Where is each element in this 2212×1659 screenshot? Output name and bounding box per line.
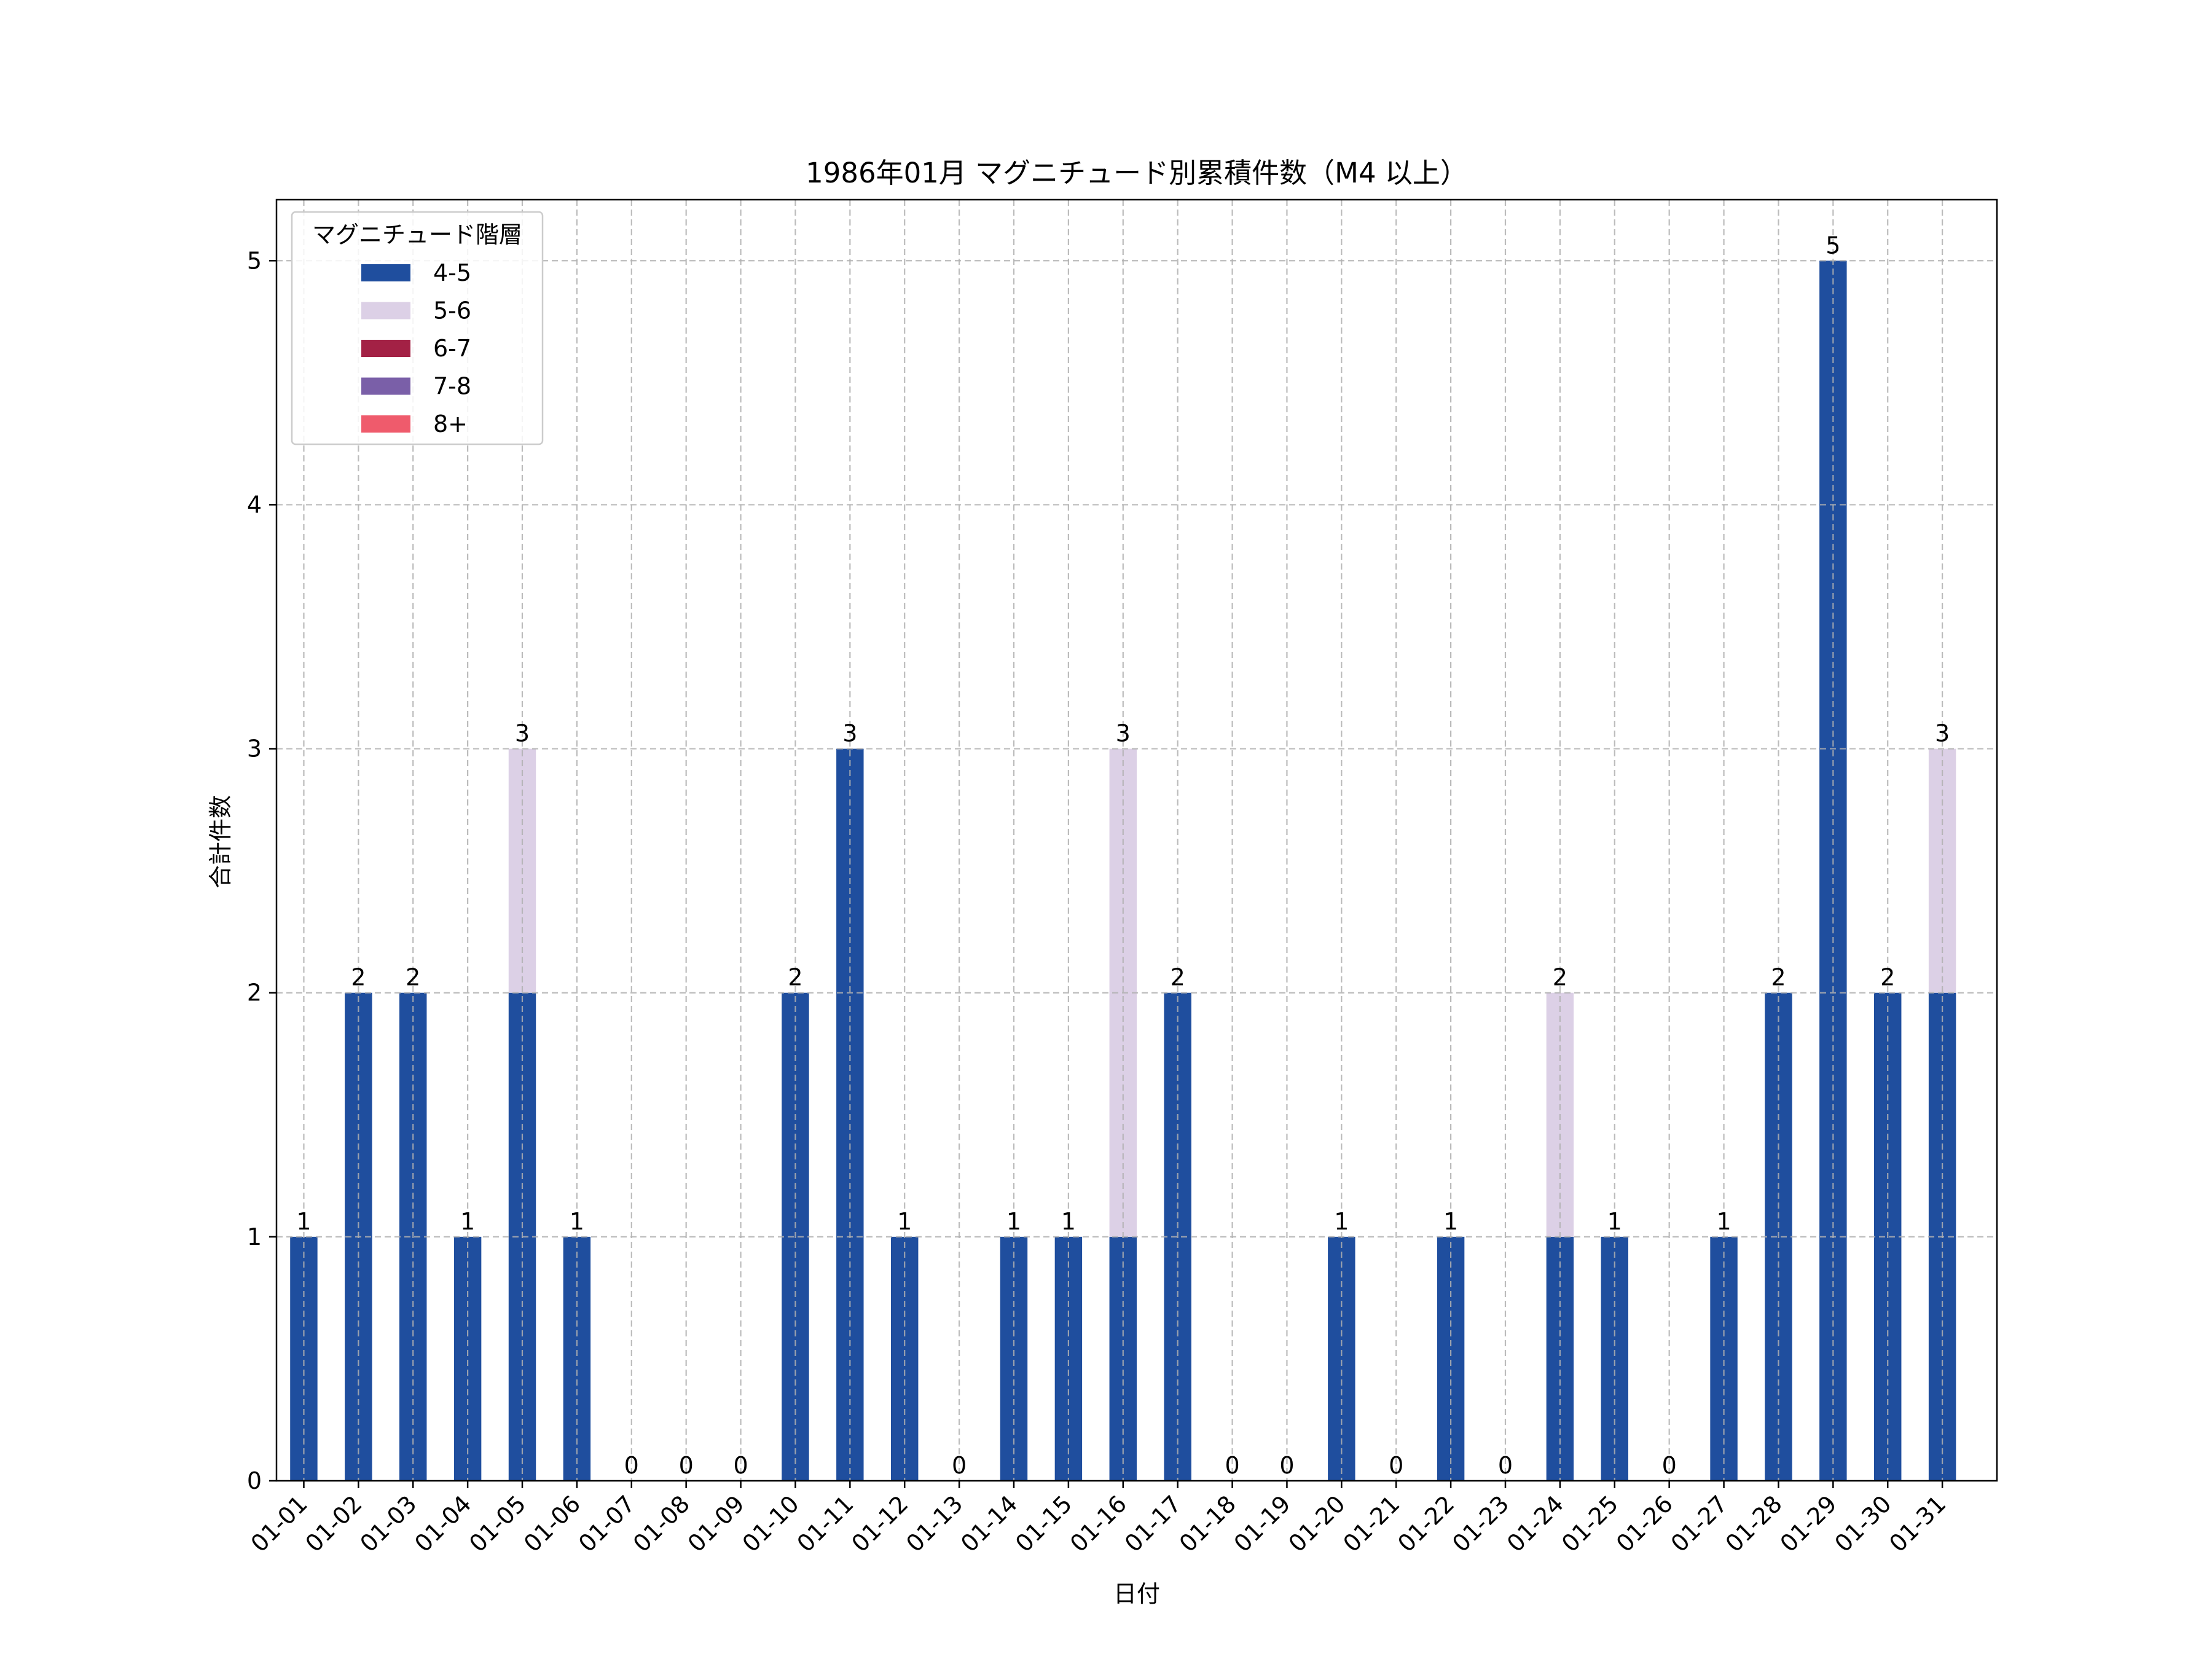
- bar-total-label: 1: [460, 1208, 475, 1235]
- axes-frame: [275, 198, 1998, 1482]
- bar-total-label: 1: [296, 1208, 311, 1235]
- bar-total-label: 0: [733, 1452, 748, 1479]
- bar-total-label: 2: [1771, 964, 1786, 991]
- y-tick-label: 2: [247, 979, 262, 1006]
- bar-total-label: 5: [1826, 232, 1840, 259]
- bar-total-label: 0: [1389, 1452, 1403, 1479]
- legend-label-8+: 8+: [433, 410, 468, 437]
- legend-label-5-6: 5-6: [433, 297, 471, 324]
- legend-box: [291, 211, 544, 445]
- bar-total-label: 3: [515, 720, 530, 747]
- legend-swatch-8+: [361, 415, 410, 433]
- bar-total-label: 0: [1498, 1452, 1513, 1479]
- bar-total-label: 3: [842, 720, 857, 747]
- bar-total-label: 0: [679, 1452, 694, 1479]
- bar-total-label: 1: [1334, 1208, 1349, 1235]
- legend-swatch-5-6: [361, 302, 410, 320]
- bar-total-label: 2: [1880, 964, 1895, 991]
- y-axis-label: 合計件数: [207, 795, 234, 888]
- legend-swatch-7-8: [361, 377, 410, 395]
- legend-title: マグニチュード階層: [312, 221, 522, 248]
- legend-swatch-4-5: [361, 264, 410, 281]
- y-tick-label: 1: [247, 1223, 262, 1250]
- y-tick-label: 5: [247, 247, 262, 274]
- y-tick-label: 3: [247, 735, 262, 763]
- bar-total-label: 1: [1607, 1208, 1622, 1235]
- legend-label-4-5: 4-5: [433, 259, 471, 286]
- bar-total-label: 3: [1935, 720, 1950, 747]
- legend-swatch-6-7: [361, 340, 410, 357]
- y-tick-label: 4: [247, 491, 262, 518]
- bar-total-label: 2: [788, 964, 802, 991]
- chart-title: 1986年01月 マグニチュード別累積件数（M4 以上）: [806, 157, 1468, 189]
- bar-total-label: 2: [1171, 964, 1185, 991]
- y-tick-label: 0: [247, 1467, 262, 1494]
- bar-total-label: 1: [570, 1208, 584, 1235]
- bar-total-label: 0: [624, 1452, 639, 1479]
- bar-total-label: 0: [1662, 1452, 1677, 1479]
- bar-total-label: 1: [1443, 1208, 1458, 1235]
- bar-total-label: 0: [952, 1452, 967, 1479]
- bar-total-label: 1: [897, 1208, 912, 1235]
- legend-label-6-7: 6-7: [433, 335, 471, 362]
- x-axis-label: 日付: [1113, 1580, 1160, 1607]
- bar-total-label: 2: [351, 964, 366, 991]
- bar-total-label: 0: [1279, 1452, 1294, 1479]
- bar-total-label: 2: [1553, 964, 1567, 991]
- bar-total-label: 1: [1716, 1208, 1731, 1235]
- bar-total-label: 1: [1061, 1208, 1076, 1235]
- legend: マグニチュード階層 4-5 5-6 6-7 7-8 8+: [291, 211, 544, 445]
- bar-total-label: 0: [1225, 1452, 1239, 1479]
- bar-total-label: 2: [406, 964, 420, 991]
- bar-total-label: 3: [1116, 720, 1131, 747]
- legend-label-7-8: 7-8: [433, 373, 471, 400]
- bar-total-label: 1: [1006, 1208, 1021, 1235]
